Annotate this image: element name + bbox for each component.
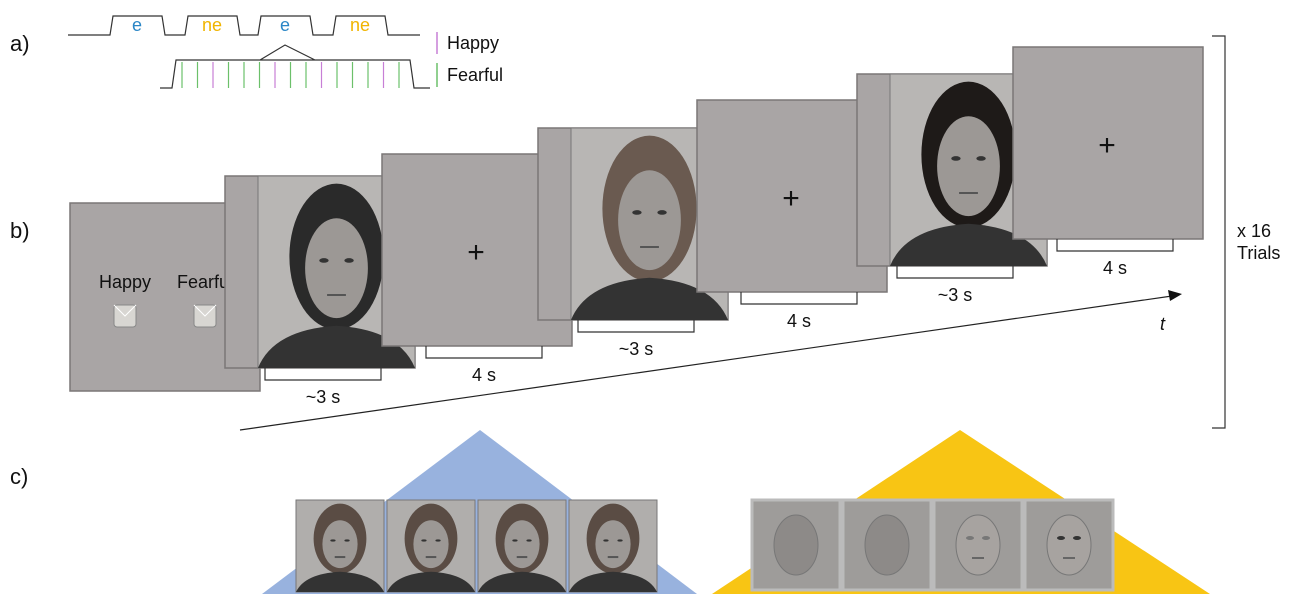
block-label: e [280,15,290,35]
face [595,520,631,569]
fixation-screen [1012,46,1204,240]
eye [603,539,609,542]
eye [951,156,961,161]
repeat-bracket [1212,35,1226,429]
screens: Happy Fearful ~3 s +4 s ~3 s +4 s ~3 s +4 s [69,46,1204,407]
block-label: ne [350,15,370,35]
eye [966,536,974,540]
button-bevel [193,304,217,317]
response-option: Happy [99,272,151,292]
face [618,170,681,271]
eye [344,258,354,263]
shoulders [478,571,566,592]
fixation-screen [696,99,888,293]
duration-label: 4 s [1103,258,1127,278]
eye [657,210,667,215]
eye [319,258,329,263]
button-bevel [113,304,137,317]
duration-bracket [1056,239,1174,252]
mask-oval [864,514,910,576]
duration-label: ~3 s [306,387,341,407]
face [305,218,368,319]
response-option: Fearful [177,272,233,292]
legend-label: Fearful [447,65,503,85]
time-arrow [1168,290,1182,301]
face [413,520,449,569]
eye [330,539,336,542]
eye [421,539,427,542]
face [504,520,540,569]
duration-bracket [740,292,858,305]
eye [1057,536,1065,540]
shoulders [571,277,728,320]
block-label: e [132,15,142,35]
panel-label: b) [10,218,30,243]
mask-oval [773,514,819,576]
repeat-count: x 16 [1237,221,1271,241]
shoulders [387,571,475,592]
shoulders [258,325,415,368]
duration-bracket [425,346,543,359]
time-label: t [1160,314,1166,334]
duration-label: ~3 s [619,339,654,359]
shoulders [569,571,657,592]
mask-oval [955,514,1001,576]
block-label: ne [202,15,222,35]
eye [1073,536,1081,540]
block-timeline [68,15,420,36]
fixation-cross: + [782,182,800,215]
time-axis [239,295,1173,431]
trial-ticks [181,62,400,88]
fixation-cross: + [1098,129,1116,162]
legend-label: Happy [447,33,499,53]
duration-label: ~3 s [938,285,973,305]
eye [632,210,642,215]
eye [435,539,441,542]
shoulders [890,223,1047,266]
duration-label: 4 s [472,365,496,385]
face [937,116,1000,217]
duration-bracket [577,320,695,333]
eye [512,539,518,542]
shoulders [296,571,384,592]
morph-strip [295,498,1115,593]
eye [617,539,623,542]
duration-bracket [896,266,1014,279]
face [322,520,358,569]
eye [344,539,350,542]
panel-label: c) [10,464,28,489]
eye [526,539,532,542]
eye [976,156,986,161]
duration-bracket [264,368,382,381]
mask-oval [1046,514,1092,576]
eye [982,536,990,540]
duration-label: 4 s [787,311,811,331]
fixation-cross: + [467,236,485,269]
panel-label: a) [10,31,30,56]
trial-timeline [160,44,430,89]
repeat-unit: Trials [1237,243,1280,263]
